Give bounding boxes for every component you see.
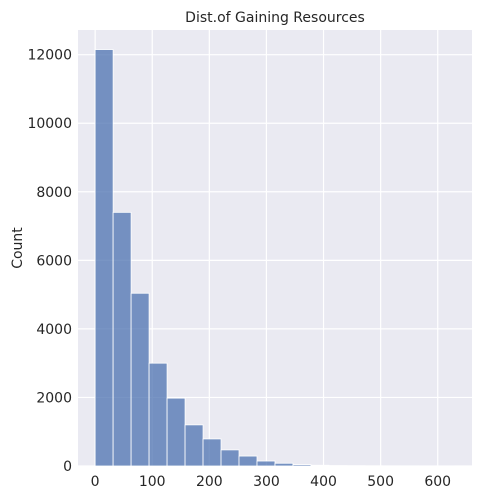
histogram-bar <box>148 362 168 467</box>
histogram-bars <box>94 49 456 467</box>
x-axis-ticks: 0 100 200 300 400 500 600 <box>91 474 451 490</box>
x-tick-label: 600 <box>424 474 451 490</box>
histogram-bar <box>94 49 114 467</box>
x-tick-label: 0 <box>91 474 100 490</box>
y-tick-label: 2000 <box>36 390 72 406</box>
y-axis-ticks: 0 2000 4000 6000 8000 10000 12000 <box>27 48 72 475</box>
x-tick-label: 100 <box>139 474 166 490</box>
histogram-bar <box>166 397 186 467</box>
y-axis-label: Count <box>10 227 26 269</box>
y-tick-label: 0 <box>63 459 72 475</box>
histogram-bar <box>310 464 330 467</box>
histogram-bar <box>184 424 204 467</box>
chart-title: Dist.of Gaining Resources <box>185 10 365 26</box>
histogram-bar <box>202 438 222 467</box>
histogram-bar <box>238 455 258 467</box>
x-tick-label: 400 <box>310 474 337 490</box>
x-tick-label: 500 <box>367 474 394 490</box>
y-tick-label: 10000 <box>27 116 72 132</box>
y-tick-label: 4000 <box>36 322 72 338</box>
x-tick-label: 200 <box>196 474 223 490</box>
x-tick-label: 300 <box>253 474 280 490</box>
histogram-bar <box>274 462 294 467</box>
histogram-bar <box>220 449 240 467</box>
y-tick-label: 6000 <box>36 253 72 269</box>
y-tick-label: 8000 <box>36 185 72 201</box>
histogram-bar <box>112 211 132 467</box>
histogram-bar <box>292 464 312 467</box>
histogram-bar <box>130 292 150 467</box>
y-tick-label: 12000 <box>27 48 72 64</box>
histogram-bar <box>256 460 276 467</box>
